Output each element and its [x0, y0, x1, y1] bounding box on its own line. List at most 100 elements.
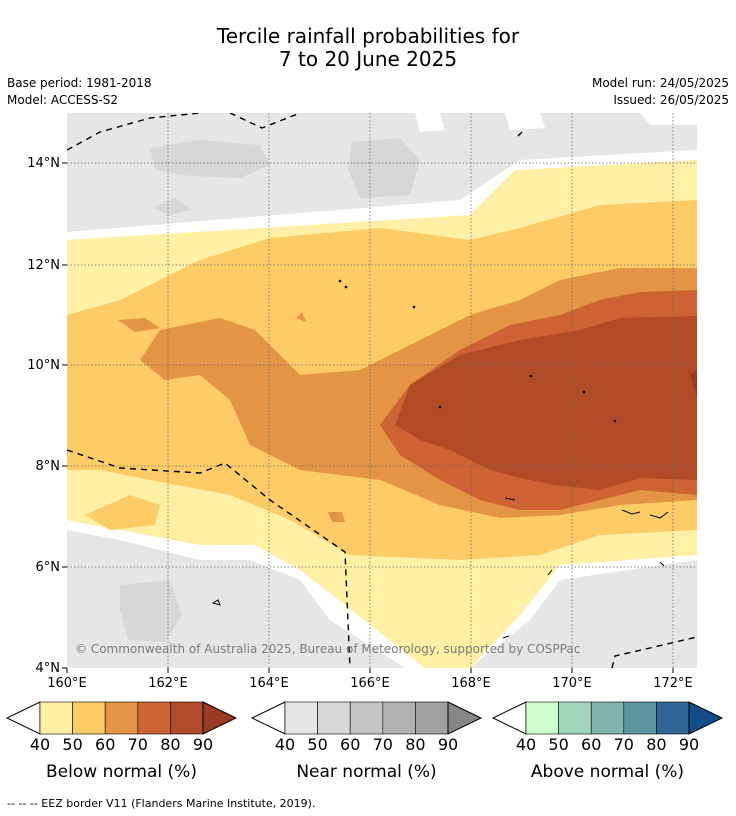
above-normal-label: Above normal (%)	[530, 762, 685, 782]
colorbar-above-normal: 40 50 60 70 80 90	[491, 701, 724, 754]
colorbar-tick-label: 40	[30, 735, 50, 754]
island-outline	[438, 405, 442, 409]
colorbar-tick-label: 70	[128, 735, 148, 754]
white-gap	[415, 113, 445, 132]
colorbar-over-arrow	[688, 701, 724, 735]
colorbar-tick-label: 40	[275, 735, 295, 754]
colorbar-tick-label: 60	[95, 735, 115, 754]
lon-label: 172°E	[653, 676, 693, 691]
near-normal-patch	[152, 198, 192, 215]
colorbar-tick-label: 90	[193, 735, 213, 754]
lon-label: 162°E	[148, 676, 188, 691]
colorbar-segment	[72, 701, 106, 735]
island-outline	[621, 509, 641, 515]
footer-note: -- -- -- EEZ border V11 (Flanders Marine…	[7, 797, 316, 810]
below-normal-60-70	[118, 318, 160, 332]
colorbar-tick-label: 50	[548, 735, 568, 754]
colorbar-below-normal: 40 50 60 70 80 90	[5, 701, 238, 754]
copyright-text: © Commonwealth of Australia 2025, Bureau…	[75, 642, 580, 656]
colorbar-segment	[104, 701, 139, 735]
colorbar-over-arrow	[447, 701, 483, 735]
colorbar-under-arrow	[5, 701, 41, 735]
below-normal-50-60	[85, 495, 160, 530]
lat-label: 14°N	[27, 156, 60, 171]
colorbar-under-arrow	[250, 701, 286, 735]
eez-border-line	[229, 113, 301, 129]
lat-labels: 4°N 6°N 8°N 10°N 12°N 14°N	[27, 156, 60, 676]
colorbar-segment	[317, 701, 351, 735]
lon-label: 166°E	[350, 676, 390, 691]
lon-labels: 160°E 162°E 164°E 166°E 168°E 170°E 172°…	[47, 676, 693, 691]
island-outline	[613, 419, 617, 423]
lat-label: 12°N	[27, 258, 60, 273]
lon-label: 170°E	[552, 676, 592, 691]
colorbar-near-normal: 40 50 60 70 80 90	[250, 701, 483, 754]
colorbar-tick-label: 60	[581, 735, 601, 754]
colorbar-segment	[590, 701, 625, 735]
colorbar-tick-label: 60	[340, 735, 360, 754]
eez-border-line	[67, 113, 201, 151]
colorbar-segment	[284, 701, 318, 735]
title-line-2: 7 to 20 June 2025	[278, 47, 458, 71]
graticule	[67, 113, 697, 668]
base-period-text: Base period: 1981-2018	[7, 76, 152, 90]
island-outline	[412, 305, 416, 309]
axis-ticks	[62, 162, 674, 673]
colorbar-tick-label: 90	[438, 735, 458, 754]
island-outline	[547, 569, 553, 576]
eez-border	[67, 113, 697, 668]
below-normal-90plus	[690, 370, 697, 398]
colorbar-segment	[656, 701, 690, 735]
colorbar-segment	[382, 701, 416, 735]
island-outline	[502, 635, 510, 639]
island-outline	[649, 511, 669, 519]
colorbar-tick-label: 40	[516, 735, 536, 754]
white-gap	[505, 113, 545, 130]
issued-text: Issued: 26/05/2025	[613, 93, 729, 107]
near-normal-patch	[150, 140, 270, 178]
below-normal-80-90	[575, 318, 697, 400]
colorbar-segment	[525, 701, 559, 735]
colorbar-over-arrow	[202, 701, 238, 735]
island-outline	[659, 561, 665, 567]
lat-label: 8°N	[36, 459, 61, 474]
lon-label: 160°E	[47, 676, 87, 691]
colorbar-segment	[170, 701, 204, 735]
below-normal-60-70	[296, 312, 306, 322]
near-normal-label: Near normal (%)	[296, 762, 437, 782]
colorbar-segment	[39, 701, 73, 735]
colorbar-segment	[415, 701, 449, 735]
colorbar-tick-label: 80	[160, 735, 180, 754]
island-outline	[504, 497, 516, 501]
model-text: Model: ACCESS-S2	[7, 93, 119, 107]
colorbar-segment	[349, 701, 384, 735]
colorbar-under-arrow	[491, 701, 527, 735]
colorbar-tick-label: 80	[646, 735, 666, 754]
island-outline	[211, 599, 221, 606]
near-normal-patch	[348, 138, 420, 198]
eez-border-line	[67, 449, 351, 668]
colorbar-segment	[558, 701, 592, 735]
colorbar-tick-label: 70	[614, 735, 634, 754]
below-normal-60-70	[328, 512, 345, 522]
lat-label: 6°N	[36, 560, 61, 575]
title-line-1: Tercile rainfall probabilities for	[216, 24, 520, 48]
island-outline	[529, 374, 533, 378]
island-outline	[338, 279, 342, 283]
below-normal-label: Below normal (%)	[46, 762, 197, 782]
colorbar-segment	[623, 701, 657, 735]
colorbar-tick-label: 90	[679, 735, 699, 754]
lat-label: 10°N	[27, 358, 60, 373]
lat-label: 4°N	[36, 661, 61, 676]
colorbar-tick-label: 50	[307, 735, 327, 754]
island-outline	[344, 285, 348, 289]
eez-border-line	[517, 131, 523, 137]
colorbar-segment	[137, 701, 171, 735]
island-outline	[582, 390, 586, 394]
islands	[211, 279, 669, 639]
lon-label: 168°E	[451, 676, 491, 691]
lon-label: 164°E	[249, 676, 289, 691]
colorbar-tick-label: 80	[405, 735, 425, 754]
